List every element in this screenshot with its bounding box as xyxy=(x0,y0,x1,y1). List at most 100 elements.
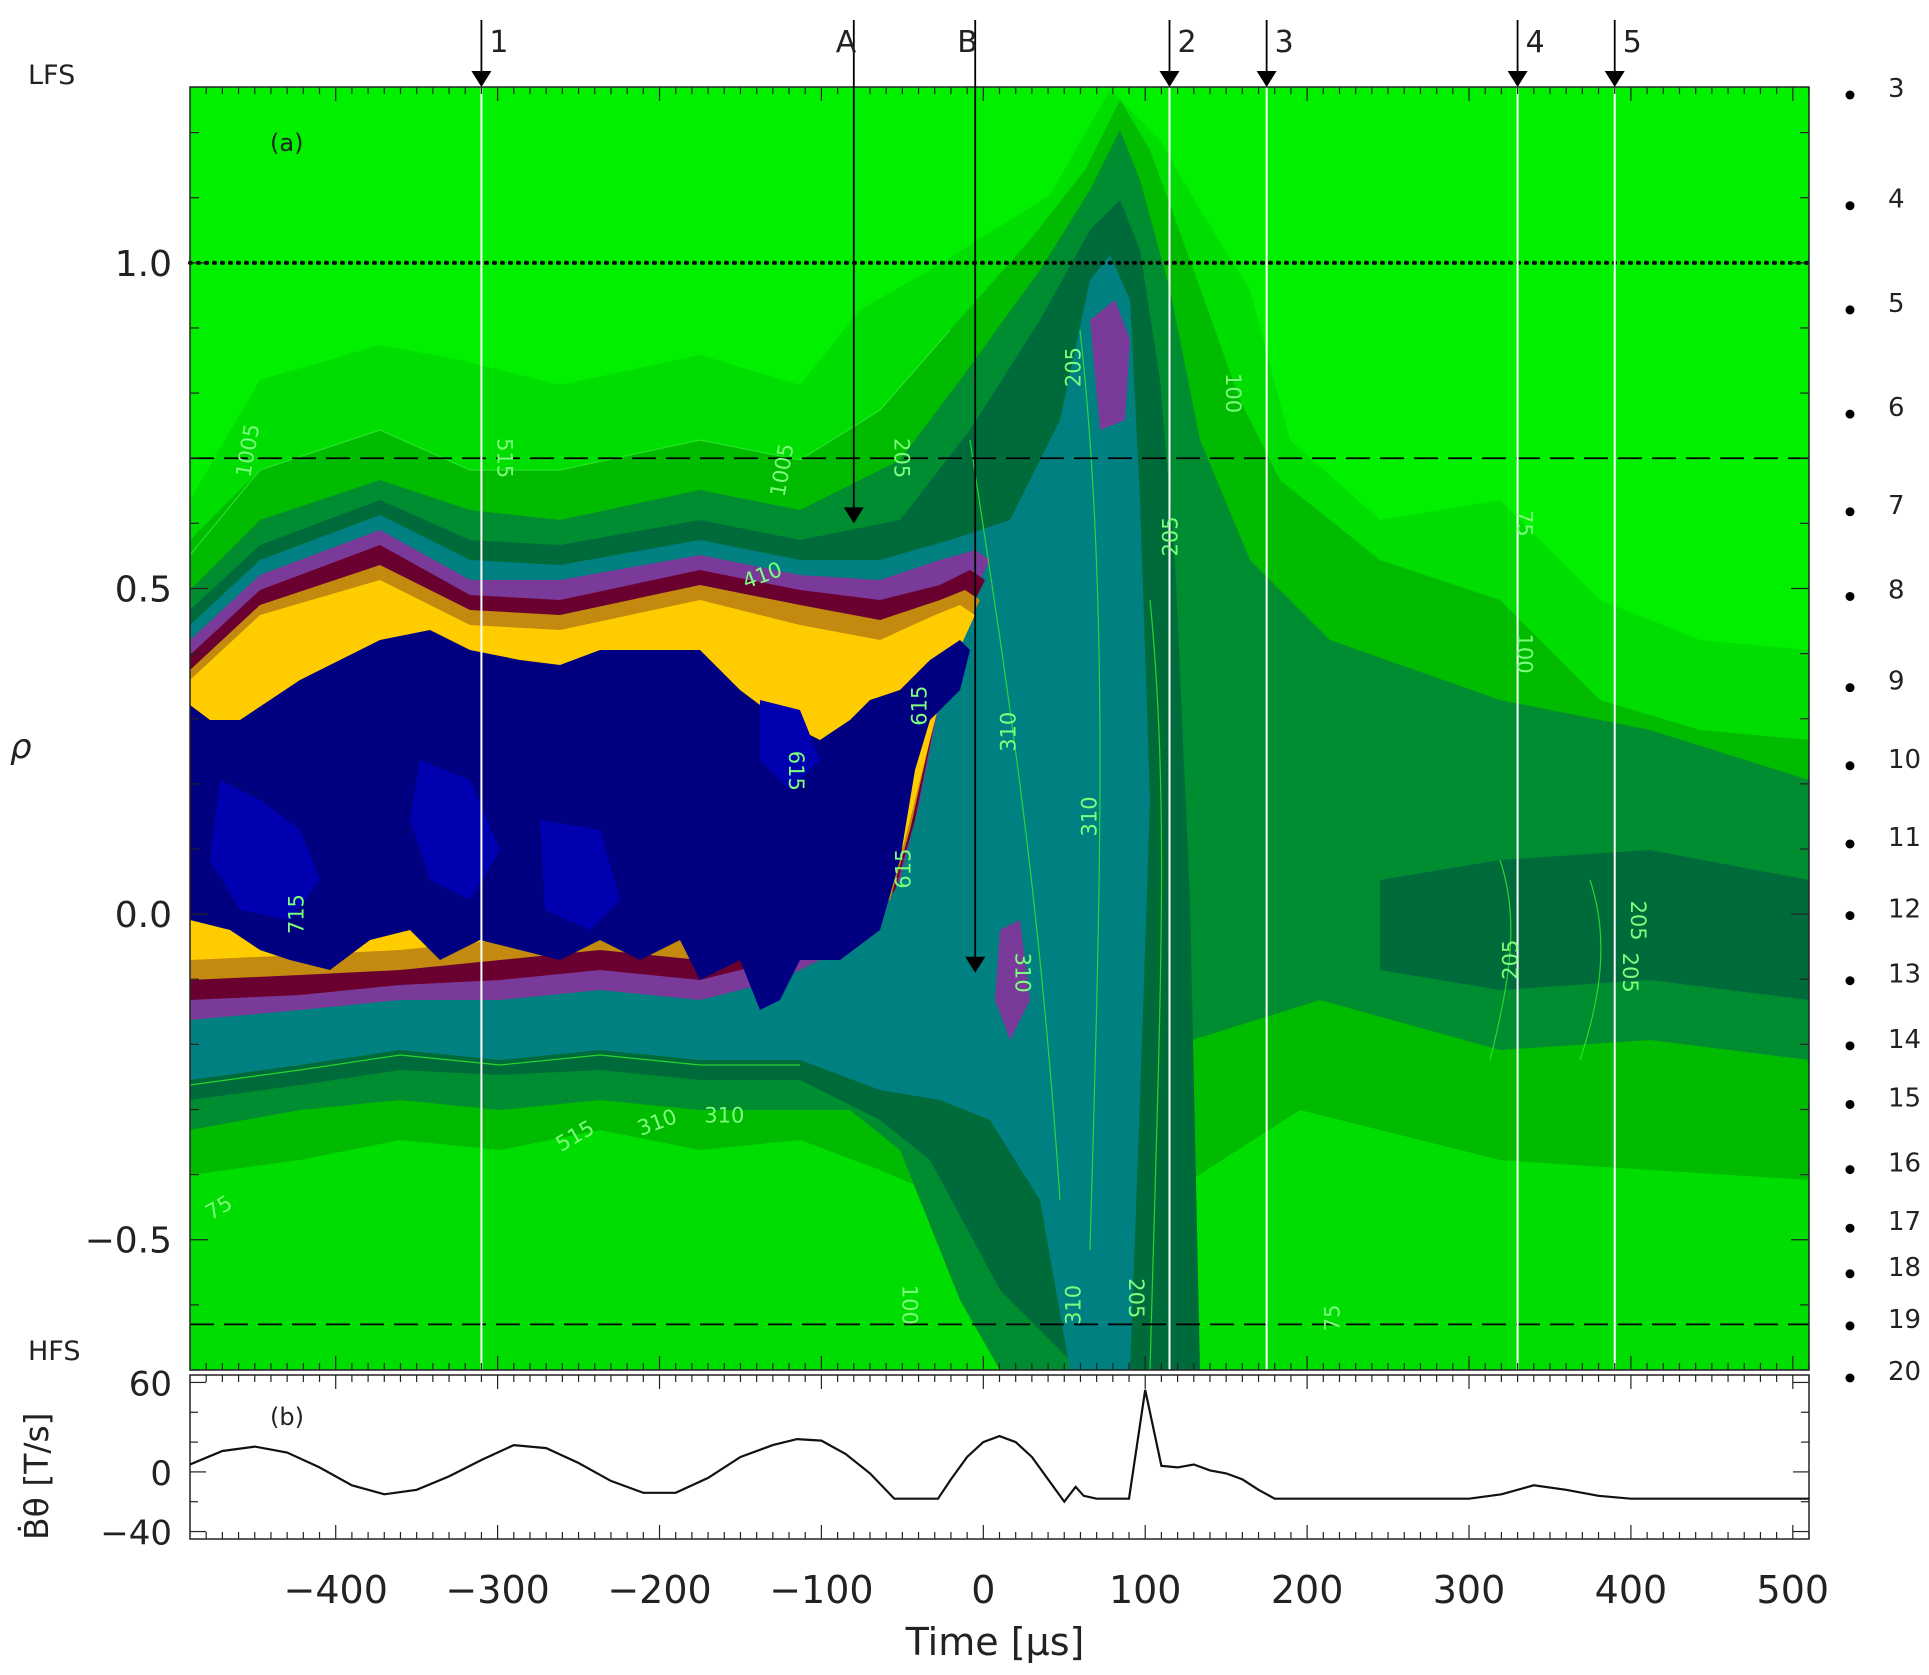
event-label-1: 1 xyxy=(489,25,508,60)
contour-label-3: 310 xyxy=(704,1104,744,1128)
signal-axis-label: Ḃθ [T/s] xyxy=(17,1412,56,1540)
signal-y-tick-labels: 60 0 −40 xyxy=(100,1364,172,1553)
contour-label-0: 515 xyxy=(493,438,517,478)
contour-line-4 xyxy=(1149,599,1163,1370)
x-tick-label-2: −200 xyxy=(607,1568,711,1612)
heatmap-ticks xyxy=(190,87,1810,1371)
panel-b-label: (b) xyxy=(270,1403,304,1431)
contour-label-20: 100 xyxy=(1221,373,1245,413)
channel-dot-20 xyxy=(1845,1373,1855,1383)
channel-dot-13 xyxy=(1845,976,1855,986)
channel-dot-4 xyxy=(1845,201,1855,211)
heatmap-layers xyxy=(190,90,1809,1370)
channel-dot-11 xyxy=(1845,839,1855,849)
x-tick-label-9: 500 xyxy=(1757,1568,1830,1612)
contour-label-12: 310 xyxy=(1078,796,1102,836)
channel-label-17: 17 xyxy=(1888,1207,1921,1237)
channel-label-18: 18 xyxy=(1888,1253,1921,1283)
contour-label-22: 100 xyxy=(1513,634,1537,674)
contour-label-23: 75 xyxy=(1513,510,1537,537)
event-arrow-head-5 xyxy=(1604,71,1625,87)
signal-y-tick-label-0: 0 xyxy=(150,1454,172,1494)
contour-label-16: 310 xyxy=(1011,953,1035,993)
channel-label-9: 9 xyxy=(1888,667,1905,697)
channel-dot-7 xyxy=(1845,507,1855,517)
x-tick-label-4: 0 xyxy=(971,1568,995,1612)
channel-dot-17 xyxy=(1845,1223,1855,1233)
channel-label-16: 16 xyxy=(1888,1149,1921,1179)
channel-label-19: 19 xyxy=(1888,1305,1921,1335)
channel-label-10: 10 xyxy=(1888,745,1921,775)
heatmap-region-core-inner-14 xyxy=(410,760,500,900)
event-arrow-head-3 xyxy=(1256,71,1277,87)
contour-line-2 xyxy=(969,439,1061,1201)
heatmap-region-core-inner-15 xyxy=(540,820,620,930)
event-label-B: B xyxy=(957,25,978,60)
channel-dot-14 xyxy=(1845,1041,1855,1051)
event-label-3: 3 xyxy=(1275,25,1294,60)
channel-label-7: 7 xyxy=(1888,491,1905,521)
channel-label-4: 4 xyxy=(1888,185,1905,215)
channel-dot-9 xyxy=(1845,683,1855,693)
channel-dot-10 xyxy=(1845,761,1855,771)
channel-label-12: 12 xyxy=(1888,895,1921,925)
heatmap-region-level-6-7 xyxy=(1090,300,1130,430)
contour-label-14: 615 xyxy=(908,686,932,726)
channel-dot-3 xyxy=(1845,90,1855,100)
signal-series-line xyxy=(190,1389,1809,1504)
event-arrow-head-B xyxy=(965,956,986,973)
event-label-2: 2 xyxy=(1177,25,1196,60)
x-tick-label-6: 200 xyxy=(1271,1568,1344,1612)
event-markers: 1 A B 2 3 4 5 xyxy=(471,20,1642,973)
channel-label-8: 8 xyxy=(1888,575,1905,605)
channel-label-20: 20 xyxy=(1888,1357,1921,1387)
contour-line-3 xyxy=(1079,329,1101,1251)
signal-y-tick-label-60: 60 xyxy=(129,1364,172,1404)
event-arrow-head-2 xyxy=(1159,71,1180,87)
channel-dot-16 xyxy=(1845,1165,1855,1175)
signal-frame xyxy=(189,1374,1810,1540)
event-label-A: A xyxy=(836,25,857,60)
channel-label-6: 6 xyxy=(1888,393,1905,423)
y-tick-label-0.5: 0.5 xyxy=(115,569,172,610)
channel-dot-18 xyxy=(1845,1269,1855,1279)
heatmap-region-level-6-8 xyxy=(995,920,1030,1040)
contour-label-21: 100 xyxy=(897,1285,921,1325)
contour-label-9: 615 xyxy=(784,751,808,791)
contour-label-18: 205 xyxy=(1124,1278,1148,1318)
signal-panel: (b) 60 0 −40 −400 −300 −200 −100 0 100 200 300 400… xyxy=(17,1364,1829,1664)
event-arrow-head-4 xyxy=(1507,71,1528,87)
contour-label-17: 310 xyxy=(1061,1285,1085,1325)
event-label-5: 5 xyxy=(1623,25,1642,60)
heatmap-y-tick-labels: 1.0 0.5 0.0 −0.5 xyxy=(85,244,172,1262)
contour-label-19: 205 xyxy=(1159,516,1183,556)
x-tick-labels: −400 −300 −200 −100 0 100 200 300 400 500 xyxy=(284,1568,1830,1612)
rho-axis-label: ρ xyxy=(10,727,32,767)
x-tick-label-0: −400 xyxy=(284,1568,388,1612)
channel-label-3: 3 xyxy=(1888,74,1905,104)
contour-label-13: 310 xyxy=(997,712,1021,752)
y-tick-label-−0.5: −0.5 xyxy=(85,1221,172,1262)
event-lines xyxy=(480,87,1616,1370)
x-tick-label-8: 400 xyxy=(1595,1568,1668,1612)
event-label-4: 4 xyxy=(1526,25,1545,60)
contour-label-24: 205 xyxy=(1499,940,1523,980)
time-axis-label: Time [μs] xyxy=(905,1620,1085,1664)
lfs-label: LFS xyxy=(28,60,75,91)
heatmap-region-level-4-4 xyxy=(1380,850,1809,1000)
x-tick-label-7: 300 xyxy=(1433,1568,1506,1612)
channel-label-14: 14 xyxy=(1888,1025,1921,1055)
hfs-label: HFS xyxy=(28,1336,81,1367)
contour-line-5 xyxy=(1489,859,1512,1061)
channel-label-13: 13 xyxy=(1888,960,1921,990)
channel-dot-19 xyxy=(1845,1321,1855,1331)
contour-label-26: 205 xyxy=(1626,901,1650,941)
channel-markers: 3 4 5 6 7 8 9 10 11 12 13 14 15 16 17 18 19 20 xyxy=(1845,74,1921,1387)
x-tick-label-5: 100 xyxy=(1109,1568,1182,1612)
panel-a-label: (a) xyxy=(270,129,303,157)
contour-label-5: 715 xyxy=(284,894,308,934)
contour-label-25: 205 xyxy=(1618,953,1642,993)
channel-label-15: 15 xyxy=(1888,1083,1921,1113)
signal-y-tick-label-−40: −40 xyxy=(100,1514,172,1554)
